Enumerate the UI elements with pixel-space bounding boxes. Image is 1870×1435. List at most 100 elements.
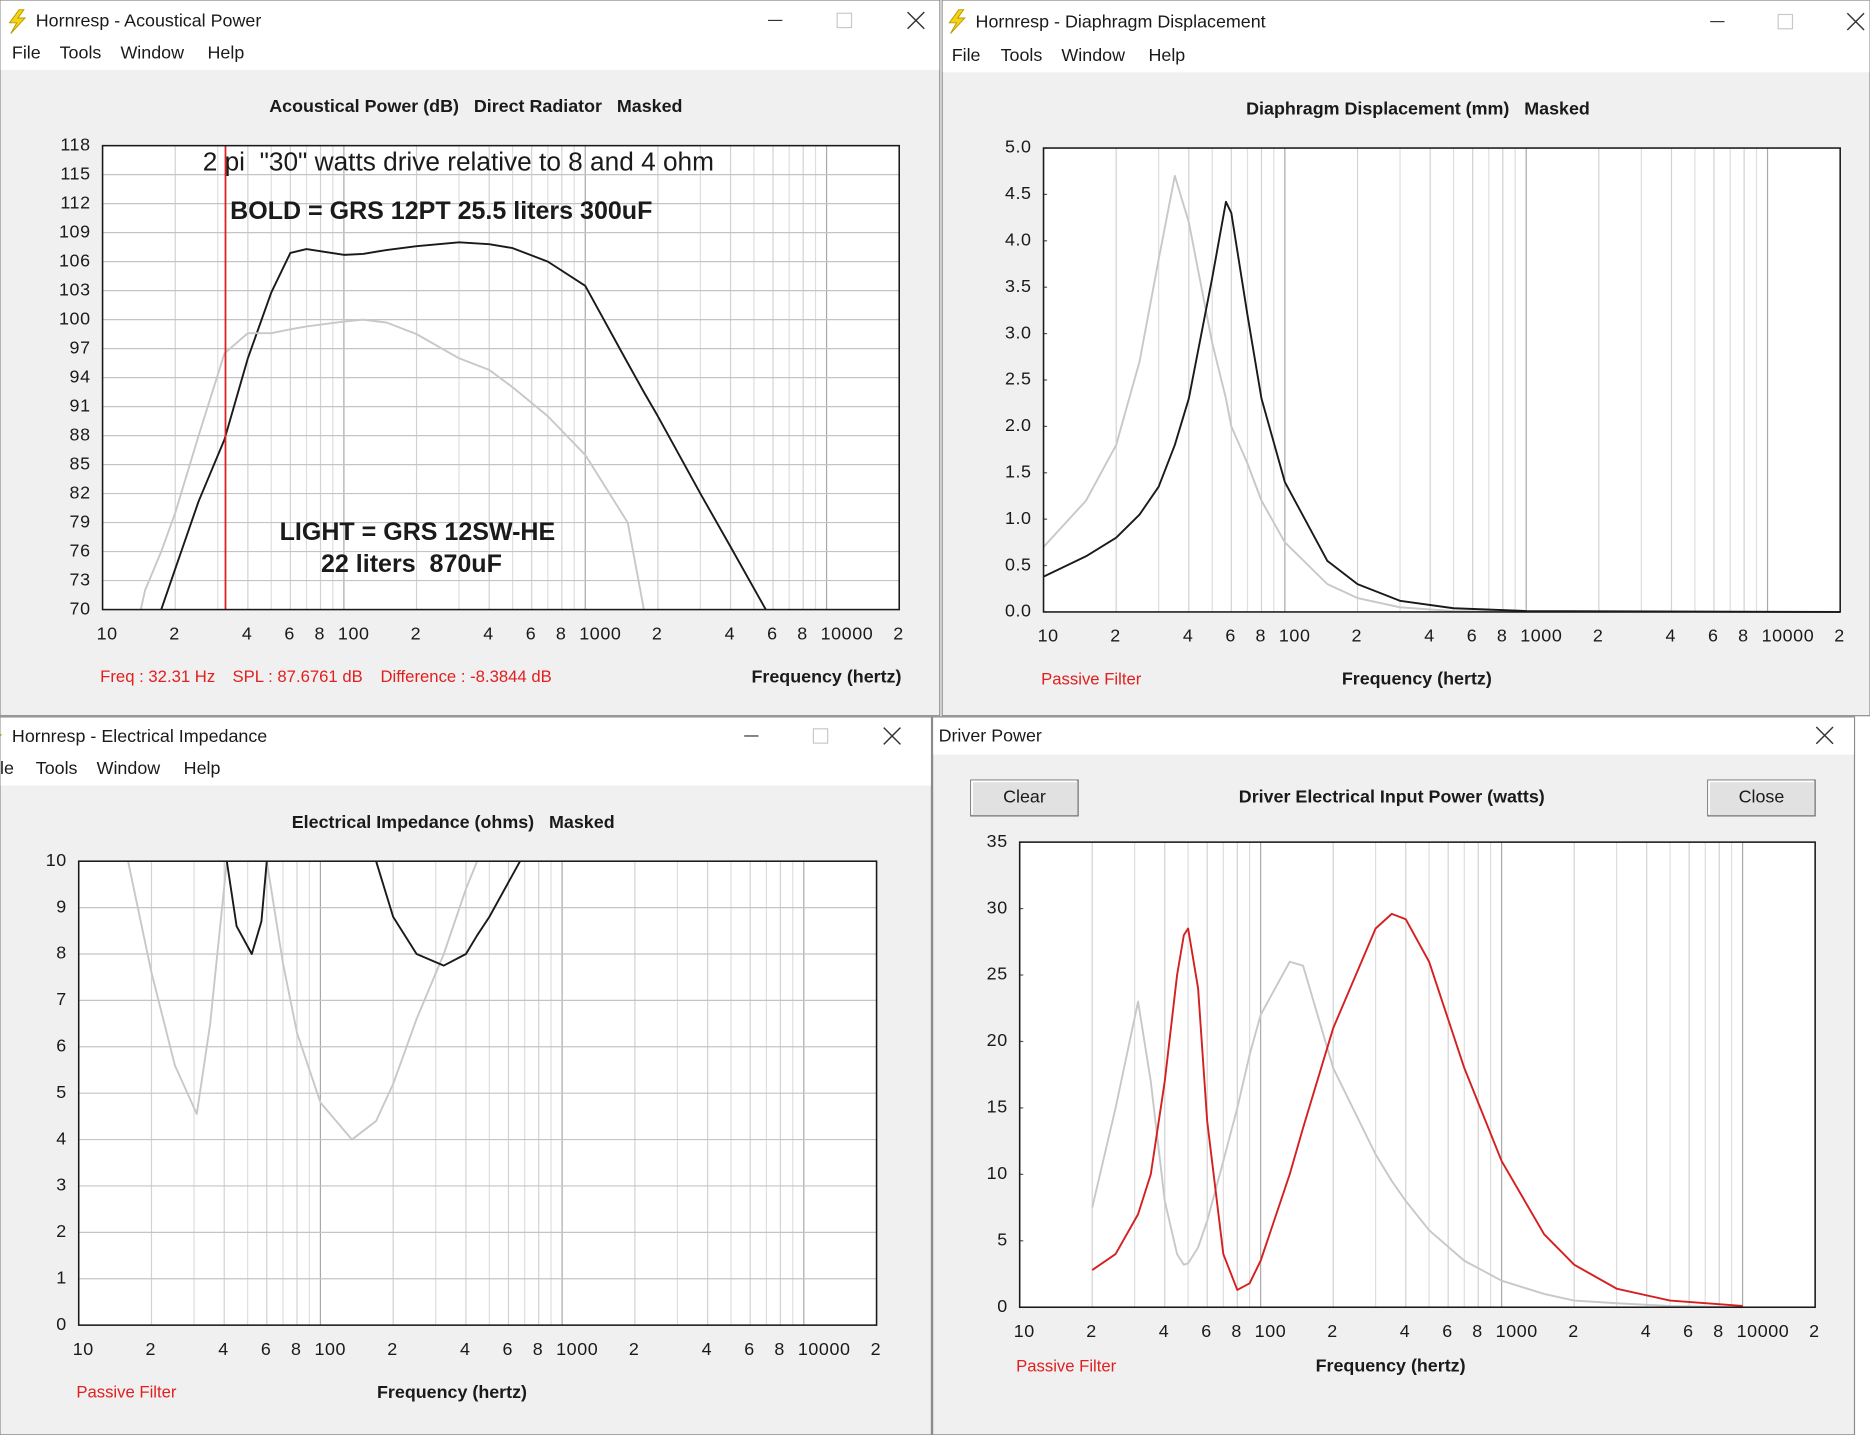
x-tick-label: 8: [1738, 626, 1749, 646]
x-tick-label: 4: [242, 623, 253, 643]
status-text: Passive Filter: [1041, 669, 1142, 688]
x-tick-label: 2: [1568, 1321, 1579, 1341]
x-tick-label: 100: [1279, 626, 1311, 646]
x-tick-label: 6: [767, 623, 778, 643]
x-tick-label: 8: [533, 1339, 544, 1359]
menu-item[interactable]: Tools: [60, 43, 102, 63]
menu-item[interactable]: File: [952, 45, 981, 65]
chart: Acoustical Power (dB) Direct Radiator Ma…: [59, 96, 904, 686]
y-tick-label: 20: [987, 1030, 1008, 1050]
maximize-button[interactable]: [836, 12, 853, 29]
x-tick-label: 4: [1159, 1321, 1170, 1341]
menu-item[interactable]: Tools: [36, 758, 78, 778]
x-tick-label: 10: [73, 1339, 94, 1359]
x-tick-label: 4: [725, 623, 736, 643]
plot-border: [1018, 841, 1816, 1309]
title-bar: [0, 0, 940, 70]
annotation: BOLD = GRS 12PT 25.5 liters 300uF: [230, 197, 652, 225]
x-tick-label: 8: [556, 623, 567, 643]
y-tick-label: 3.0: [1005, 322, 1032, 342]
x-tick-label: 8: [797, 623, 808, 643]
y-tick-label: 94: [70, 366, 91, 386]
button-label[interactable]: Close: [1739, 787, 1785, 807]
button[interactable]: [1707, 779, 1816, 817]
title-bar: [0, 717, 931, 786]
close-button[interactable]: [907, 11, 925, 30]
x-tick-label: 6: [284, 623, 295, 643]
y-tick-label: 7: [56, 989, 67, 1009]
y-tick-label: 1: [56, 1267, 67, 1287]
x-tick-label: 1000: [1520, 626, 1562, 646]
y-tick-label: 2.5: [1005, 369, 1032, 389]
x-tick-label: 10000: [1762, 626, 1815, 646]
y-tick-label: 0.0: [1005, 601, 1032, 621]
y-tick-label: 70: [70, 598, 91, 618]
series-line: [160, 241, 767, 611]
chart: Diaphragm Displacement (mm) Masked Freque…: [1005, 99, 1844, 689]
x-tick-label: 10: [97, 623, 118, 643]
x-tick-label: 2: [411, 623, 422, 643]
x-tick-label: 4: [218, 1339, 229, 1359]
button-label[interactable]: Clear: [1003, 787, 1046, 807]
y-tick-label: 76: [70, 540, 91, 560]
app-icon: [948, 9, 966, 34]
button[interactable]: [970, 779, 1079, 817]
y-tick-label: 2.0: [1005, 415, 1032, 435]
y-tick-label: 10: [46, 850, 67, 870]
x-tick-label: 2: [1110, 626, 1121, 646]
x-tick-label: 8: [1472, 1321, 1483, 1341]
x-tick-label: 100: [338, 623, 370, 643]
y-tick-label: 0: [997, 1296, 1008, 1316]
x-tick-label: 2: [629, 1339, 640, 1359]
close-button[interactable]: [1846, 12, 1865, 31]
x-tick-label: 6: [503, 1339, 514, 1359]
x-tick-label: 2: [146, 1339, 157, 1359]
x-tick-label: 6: [744, 1339, 755, 1359]
x-tick-label: 2: [387, 1339, 398, 1359]
series-line: [1043, 200, 1841, 613]
close-button[interactable]: [883, 727, 901, 745]
menu-item[interactable]: File: [12, 43, 41, 63]
menu-item[interactable]: Window: [1061, 45, 1125, 65]
chart-title: Diaphragm Displacement (mm) Masked: [1246, 99, 1590, 119]
x-axis-label: Frequency (hertz): [377, 1382, 527, 1402]
x-tick-label: 4: [460, 1339, 471, 1359]
x-tick-label: 6: [1467, 626, 1478, 646]
maximize-button[interactable]: [1777, 13, 1794, 30]
x-tick-label: 8: [774, 1339, 785, 1359]
y-tick-label: 6: [56, 1035, 67, 1055]
menu-item[interactable]: Window: [120, 43, 184, 63]
x-tick-label: 1000: [1496, 1321, 1538, 1341]
menu-item[interactable]: Window: [97, 758, 161, 778]
x-tick-label: 2: [893, 623, 904, 643]
y-tick-label: 100: [59, 308, 91, 328]
chart: Driver Electrical Input Power (watts) Fre…: [987, 787, 1819, 1376]
maximize-button[interactable]: [812, 728, 829, 744]
chart-title: Electrical Impedance (ohms) Masked: [292, 812, 615, 832]
x-tick-label: 10000: [1737, 1321, 1790, 1341]
y-tick-label: 115: [60, 163, 90, 183]
menu-item[interactable]: Help: [208, 43, 245, 63]
y-tick-label: 9: [56, 896, 67, 916]
window-title: Hornresp - Diaphragm Displacement: [976, 12, 1266, 32]
x-tick-label: 6: [1683, 1321, 1694, 1341]
x-tick-label: 10000: [821, 623, 874, 643]
menu-item[interactable]: le: [0, 758, 14, 778]
y-tick-label: 97: [70, 337, 91, 357]
x-tick-label: 10: [1014, 1321, 1035, 1341]
x-tick-label: 8: [315, 623, 326, 643]
chart-title: Driver Electrical Input Power (watts): [1239, 787, 1545, 807]
y-tick-label: 8: [56, 943, 67, 963]
plot-area: [1043, 148, 1841, 612]
menu-item[interactable]: Help: [1148, 45, 1185, 65]
x-tick-label: 4: [1183, 626, 1194, 646]
annotation: 2 pi "30" watts drive relative to 8 and …: [203, 146, 714, 176]
series-line: [1043, 174, 1841, 613]
y-tick-label: 85: [70, 453, 91, 473]
x-axis-label: Frequency (hertz): [1316, 1356, 1466, 1376]
close-button[interactable]: [1815, 726, 1834, 745]
menu-item[interactable]: Help: [184, 758, 221, 778]
plot-area: [1019, 842, 1816, 1308]
menu-item[interactable]: Tools: [1001, 45, 1043, 65]
